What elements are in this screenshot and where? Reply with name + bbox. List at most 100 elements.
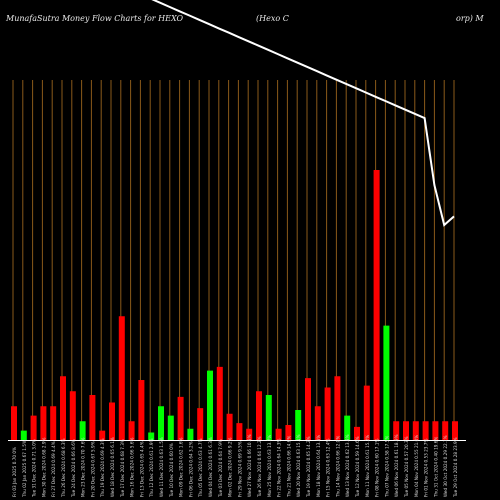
- chart-title-company-tail: orp) M: [456, 14, 484, 23]
- tick-label: Thu 12 Dec 2024 0.61 2.9%: [149, 438, 154, 498]
- bar: [20, 430, 27, 440]
- tick-label: Thu 14 Nov 2024 0.66 12.0%: [335, 436, 340, 498]
- bar: [79, 421, 86, 440]
- tick-label: Fri 13 Dec 2024 0.65 4.4%: [139, 441, 144, 497]
- tick-label: Fri 06 Dec 2024 0.64 3.2%: [188, 441, 193, 497]
- bar: [452, 421, 458, 440]
- tick-label: Mon 25 Nov 2024 0.63 13.7%: [267, 435, 272, 497]
- bar: [167, 415, 174, 440]
- tick-label: Tue 29 Oct 2024 0.28 23.9%: [453, 437, 458, 498]
- bar: [412, 421, 419, 440]
- bar: [354, 426, 360, 440]
- chart-title: MunafaSutra Money Flow Charts for HEXO: [6, 14, 184, 23]
- tick-label: Mon 16 Dec 2024 0.66 5.6%: [130, 437, 135, 497]
- bar: [138, 380, 145, 440]
- tick-label: Thu 26 Dec 2024 0.68 6.3%: [61, 438, 66, 498]
- tick-label: Wed 20 Nov 2024 0.63 15.1%: [296, 434, 301, 497]
- bar: [60, 376, 66, 440]
- tick-label: Tue 03 Dec 2024 0.64 7.9%: [218, 439, 223, 498]
- tick-label: Mon 11 Nov 2024 0.61 15.2%: [365, 435, 370, 497]
- tick-label: Tue 19 Nov 2024 0.65 14.2%: [306, 436, 311, 498]
- bar: [236, 423, 243, 440]
- tick-label: Mon 09 Dec 2024 0.62 1.6%: [179, 437, 184, 497]
- bar: [265, 395, 272, 440]
- tick-label: Wed 13 Nov 2024 0.62 13.8%: [345, 434, 350, 497]
- tick-label: Tue 10 Dec 2024 0.60 0%: [169, 443, 174, 498]
- tick-label: Tue 05 Nov 2024 0.57 20.3%: [404, 436, 409, 498]
- bar: [216, 366, 223, 440]
- tick-label: Tue 17 Dec 2024 0.68 7.3%: [120, 439, 125, 498]
- bar: [295, 410, 302, 440]
- bar: [11, 406, 17, 440]
- bar: [158, 406, 164, 440]
- tick-label: Fri 08 Nov 2024 0.60 17.1%: [375, 439, 380, 497]
- bar: [285, 425, 292, 440]
- tick-label: Thu 02 Jan 2025 0.67 1.5%: [22, 440, 27, 498]
- bar: [256, 391, 262, 440]
- tick-label: Mon 02 Dec 2024 0.66 9.2%: [228, 437, 233, 497]
- tick-label: Fri 27 Dec 2024 0.69 4.4%: [51, 441, 56, 497]
- price-line: [151, 0, 455, 227]
- tick-label: Fri 03 Jan 2025 0.70 0%: [12, 447, 17, 497]
- bar: [344, 415, 351, 440]
- bar: [314, 406, 321, 440]
- bar: [324, 387, 331, 440]
- tick-label: Wed 27 Nov 2024 0.66 10.8%: [247, 434, 252, 497]
- tick-label: Fri 29 Nov 2024 0.69 9.5%: [237, 441, 242, 497]
- bar: [30, 415, 37, 440]
- tick-label: Thu 07 Nov 2024 0.58 17.5%: [384, 436, 389, 498]
- tick-label: Tue 26 Nov 2024 0.64 12.2%: [257, 436, 262, 498]
- tick-label: Mon 04 Nov 2024 0.55 21.0%: [414, 435, 419, 497]
- chart-title-company: (Hexo C: [256, 14, 289, 23]
- tick-label: Mon 18 Nov 2024 0.64 13.8%: [316, 435, 321, 497]
- tick-label: Thu 19 Dec 2024 0.69 4.3%: [100, 438, 105, 498]
- bar: [118, 316, 125, 440]
- tick-label: Wed 11 Dec 2024 0.63 1.5%: [159, 437, 164, 497]
- bar: [109, 402, 115, 440]
- bar: [442, 421, 449, 440]
- tick-label: Tue 12 Nov 2024 0.59 14.6%: [355, 436, 360, 498]
- price-line-layer: [8, 0, 466, 441]
- tick-label: Wed 04 Dec 2024 0.61 6.3%: [208, 437, 213, 497]
- bar: [275, 428, 282, 440]
- bar: [40, 406, 47, 440]
- bar: [187, 428, 194, 440]
- bar: [334, 376, 341, 440]
- tick-label: Fri 01 Nov 2024 0.53 23.7%: [424, 439, 429, 497]
- bar: [207, 370, 213, 440]
- tick-label: Thu 21 Nov 2024 0.66 14.6%: [286, 436, 291, 498]
- bar: [177, 396, 184, 440]
- bar: [393, 421, 400, 440]
- tick-label: Fri 22 Nov 2024 0.64 14.3%: [277, 439, 282, 497]
- tick-label: Wed 18 Dec 2024 0.65 6.1%: [110, 437, 115, 497]
- bar: [99, 430, 106, 440]
- bar: [373, 170, 380, 440]
- bar: [226, 413, 233, 440]
- tick-label: Fri 15 Nov 2024 0.63 12.4%: [326, 439, 331, 497]
- tick-label: Thu 05 Dec 2024 0.63 4.7%: [198, 438, 203, 498]
- tick-label: Wed 06 Nov 2024 0.61 18.9%: [394, 434, 399, 497]
- bar: [383, 325, 390, 440]
- bar: [128, 421, 135, 440]
- bar: [403, 421, 409, 440]
- bar: [197, 408, 204, 440]
- x-tick-labels: Fri 03 Jan 2025 0.70 0% Thu 02 Jan 2025 0…: [12, 434, 458, 498]
- tick-label: Wed 30 Oct 2024 0.29 22.1%: [443, 435, 448, 497]
- tick-label: Mon 23 Dec 2024 0.70 7.6%: [81, 437, 86, 497]
- tick-label: Thu 31 Oct 2024 0.40 19.6%: [433, 437, 438, 498]
- tick-label: Fri 20 Dec 2024 0.67 5.9%: [90, 441, 95, 497]
- bar: [69, 391, 76, 440]
- bar: [50, 406, 57, 440]
- tick-label: Mon 30 Dec 2024 0.68 2.9%: [41, 437, 46, 497]
- bar: [363, 385, 370, 440]
- bar: [89, 395, 96, 440]
- tick-label: Tue 24 Dec 2024 0.66 8.6%: [71, 439, 76, 498]
- bars: [11, 170, 458, 440]
- bar: [432, 421, 439, 440]
- bar: [148, 432, 155, 440]
- bar: [305, 378, 311, 440]
- bar: [422, 421, 429, 440]
- tick-label: Tue 31 Dec 2024 0.71 3.0%: [32, 439, 37, 498]
- bar: [246, 428, 253, 440]
